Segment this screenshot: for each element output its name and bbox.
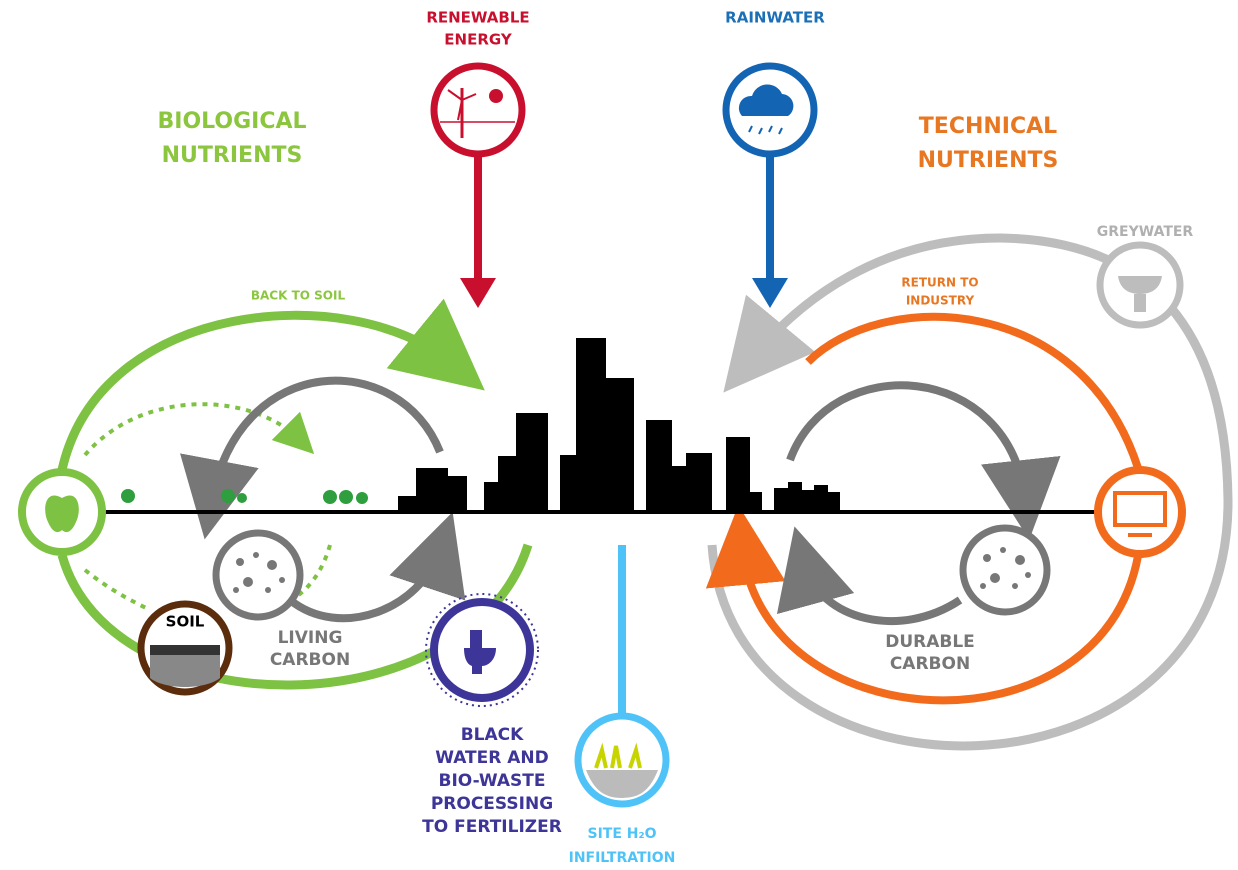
building (447, 476, 467, 512)
black-water-label: TO FERTILIZER (422, 817, 562, 837)
building (750, 492, 762, 512)
black-water-label: PROCESSING (431, 794, 553, 814)
building (788, 482, 802, 512)
loops (57, 233, 1233, 751)
inputs (460, 155, 788, 715)
building (606, 378, 634, 512)
technical-label: NUTRIENTS (918, 148, 1059, 173)
building (484, 482, 500, 512)
biological-label: BIOLOGICAL (157, 109, 306, 134)
building (774, 488, 788, 512)
building (498, 456, 516, 512)
back-to-soil-label: BACK TO SOIL (251, 289, 346, 303)
plants (121, 489, 368, 504)
building (516, 413, 548, 512)
city-skyline (398, 338, 840, 512)
technical-label: TECHNICAL (919, 114, 1057, 139)
living-carbon-label: LIVING (278, 628, 343, 648)
nodes (18, 62, 1186, 808)
greywater-label: GREYWATER (1097, 224, 1194, 240)
building (814, 485, 828, 512)
rainwater-label: RAINWATER (725, 9, 825, 27)
black-water-label: BLACK (461, 725, 524, 745)
return-to-industry-label: RETURN TO (901, 276, 978, 290)
energy-label: ENERGY (444, 31, 513, 49)
biological-label: NUTRIENTS (162, 143, 303, 168)
living-carbon-label: CARBON (270, 650, 350, 670)
infiltration-label: SITE H₂O (587, 826, 656, 842)
building (398, 496, 418, 512)
energy-label: RENEWABLE (426, 9, 529, 27)
building (802, 490, 816, 512)
return-to-industry-label: INDUSTRY (906, 294, 975, 308)
black-water-label: BIO-WASTE (439, 771, 546, 791)
building (576, 338, 606, 512)
building (686, 453, 712, 512)
labels: RENEWABLE ENERGY RAINWATER BIOLOGICAL NUTRIE… (157, 9, 1193, 867)
building (560, 455, 578, 512)
building (826, 492, 840, 512)
soil-label: SOIL (166, 613, 205, 631)
building (672, 466, 686, 512)
durable-carbon-label: CARBON (890, 654, 970, 674)
black-water-label: WATER AND (435, 748, 549, 768)
building (416, 468, 448, 512)
durable-carbon-label: DURABLE (885, 632, 975, 652)
infiltration-label: INFILTRATION (569, 850, 676, 866)
building (726, 437, 750, 512)
building (646, 420, 672, 512)
